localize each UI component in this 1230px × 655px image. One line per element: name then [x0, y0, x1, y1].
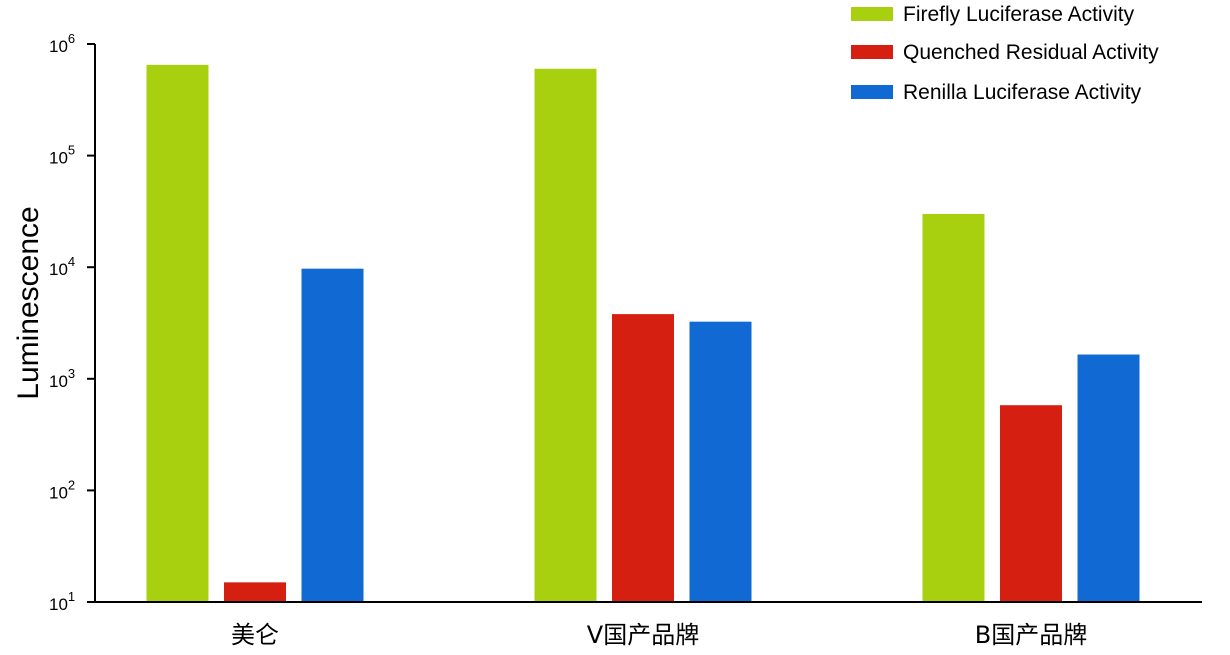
- legend-swatch: [851, 85, 893, 99]
- y-tick-label: 102: [49, 477, 75, 502]
- y-tick-label: 106: [49, 31, 75, 56]
- x-category-label: B国产品牌: [975, 621, 1087, 649]
- axes-group: [94, 44, 1202, 603]
- bar-quenched-2: [612, 314, 674, 602]
- legend-swatch: [851, 45, 893, 59]
- bar-firefly-2: [534, 68, 597, 603]
- y-tick-label: 101: [49, 589, 75, 614]
- bar-quenched-3: [1000, 405, 1062, 602]
- bar-renilla-3: [1077, 354, 1140, 602]
- bar-firefly-3: [922, 213, 985, 603]
- bar-renilla-2: [689, 321, 752, 602]
- legend: Firefly Luciferase Activity Quenched Resi…: [851, 3, 1159, 104]
- x-labels-group: 美仑 V国产品牌 B国产品牌: [231, 621, 1087, 649]
- x-category-label: V国产品牌: [587, 621, 699, 649]
- legend-label: Firefly Luciferase Activity: [903, 3, 1135, 26]
- legend-label: Quenched Residual Activity: [903, 41, 1159, 64]
- y-axis-label: Luminescence: [12, 206, 45, 399]
- bar-quenched-1: [224, 582, 286, 602]
- bar-firefly-1: [146, 64, 209, 603]
- y-tick-label: 104: [49, 254, 75, 279]
- y-tick-label: 103: [49, 366, 75, 391]
- bars-group: [146, 64, 1140, 603]
- legend-label: Renilla Luciferase Activity: [903, 81, 1142, 104]
- y-tick-label: 105: [49, 143, 75, 168]
- legend-swatch: [851, 7, 893, 21]
- x-category-label: 美仑: [231, 621, 279, 649]
- y-ticks-group: 101 102 103 104 105 106: [49, 31, 95, 614]
- bar-renilla-1: [301, 268, 364, 602]
